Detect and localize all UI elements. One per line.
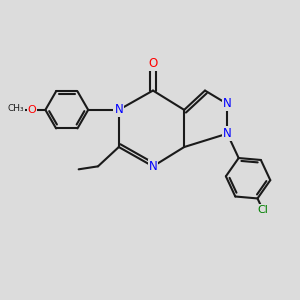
Text: N: N xyxy=(148,160,157,173)
Text: Cl: Cl xyxy=(257,205,268,214)
Text: O: O xyxy=(148,57,158,70)
Text: N: N xyxy=(223,98,232,110)
Text: N: N xyxy=(223,127,232,140)
Text: N: N xyxy=(114,103,123,116)
Text: O: O xyxy=(28,105,36,115)
Text: CH₃: CH₃ xyxy=(8,104,25,113)
